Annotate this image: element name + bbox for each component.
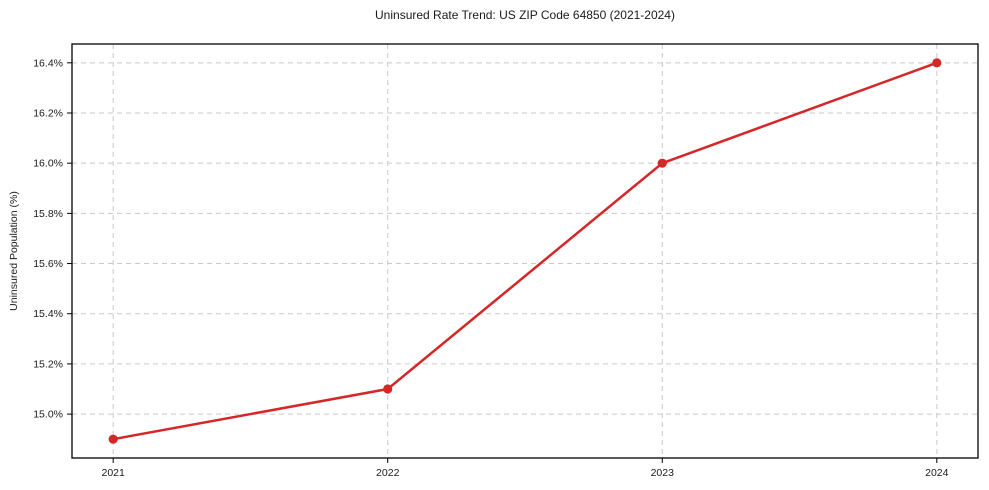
y-tick-label: 16.2%: [33, 108, 63, 120]
data-point: [383, 384, 393, 394]
y-tick-label: 15.4%: [33, 308, 63, 320]
chart-title: Uninsured Rate Trend: US ZIP Code 64850 …: [375, 8, 675, 22]
data-point: [108, 434, 118, 444]
y-tick-label: 15.6%: [33, 258, 63, 270]
x-tick-label: 2024: [925, 467, 949, 479]
y-tick-label: 15.8%: [33, 208, 63, 220]
y-tick-label: 15.0%: [33, 409, 63, 421]
data-point: [657, 158, 667, 168]
x-tick-label: 2021: [102, 467, 126, 479]
y-tick-label: 16.0%: [33, 158, 63, 170]
x-tick-label: 2022: [376, 467, 400, 479]
axes-frame: [71, 43, 979, 459]
data-line: [111, 61, 939, 441]
y-tick-label: 15.2%: [33, 358, 63, 370]
x-tick-label: 2023: [651, 467, 675, 479]
y-tick-label: 16.4%: [33, 57, 63, 69]
data-point: [932, 58, 942, 68]
